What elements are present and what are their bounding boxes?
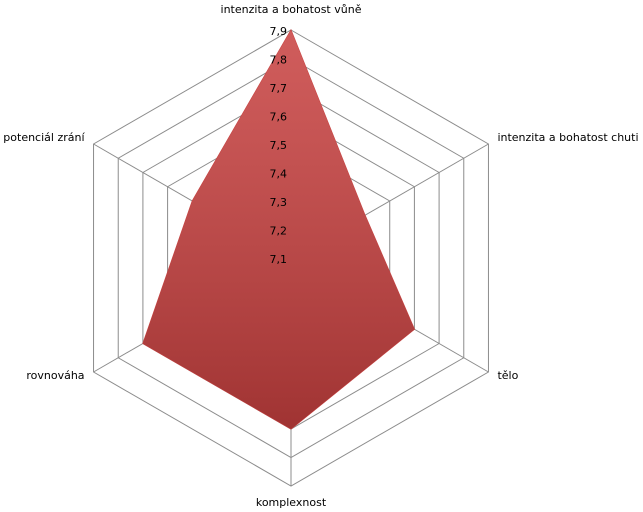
r-tick-label: 7,3 [270,196,288,209]
category-label: komplexnost [256,496,327,509]
r-tick-label: 7,6 [270,111,288,124]
category-label: intenzita a bohatost chuti [497,131,638,144]
r-tick-label: 7,2 [270,225,288,238]
r-tick-label: 7,5 [270,139,288,152]
r-tick-label: 7,8 [270,54,288,67]
r-tick-label: 7,4 [270,168,288,181]
category-label: potenciál zrání [3,131,85,144]
r-tick-label: 7,1 [270,253,288,266]
category-label: intenzita a bohatost vůně [221,3,362,16]
category-label: tělo [497,369,518,382]
category-label: rovnováha [26,369,84,382]
r-tick-label: 7,9 [270,25,288,38]
radar-shade [142,30,415,429]
r-tick-label: 7,7 [270,82,288,95]
